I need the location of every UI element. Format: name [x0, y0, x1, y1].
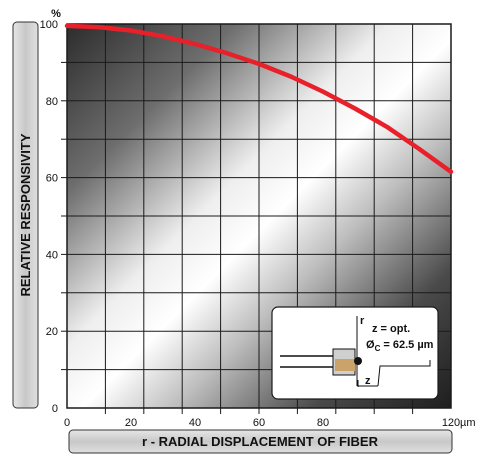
- fiber-inset: r z z = opt. ØC = 62.5 µm: [271, 306, 439, 400]
- inset-diameter-text: ØC = 62.5 µm: [366, 339, 434, 353]
- inset-diam-sub: C: [375, 344, 381, 353]
- x-axis-title: r - RADIAL DISPLACEMENT OF FIBER: [142, 434, 379, 449]
- inset-diam-value: = 62.5 µm: [380, 339, 433, 351]
- x-tick-label: 40: [189, 417, 201, 429]
- x-tick-labels: 0 20 40 60 80 120: [64, 417, 460, 429]
- inset-diam-symbol: Ø: [366, 339, 375, 351]
- grid: [67, 24, 451, 408]
- y-tick-label: 60: [46, 173, 58, 185]
- y-tick-label: 100: [40, 19, 58, 31]
- inset-detector-dot: [354, 357, 362, 365]
- inset-detector-lead: [377, 360, 431, 387]
- y-tick-labels: 0 20 40 60 80 100: [40, 19, 58, 415]
- y-axis-unit: %: [51, 8, 61, 20]
- inset-z-text: z = opt.: [372, 323, 410, 335]
- ylabel-box: [12, 21, 39, 409]
- inset-fiber-core: [335, 359, 355, 371]
- xlabel-box: [68, 429, 453, 454]
- y-tick-label: 0: [52, 403, 58, 415]
- y-tick-label: 20: [46, 326, 58, 338]
- axis-ticks: [61, 61, 414, 414]
- series-line: [64, 23, 454, 175]
- y-axis-title: RELATIVE RESPONSIVITY: [18, 133, 33, 296]
- x-tick-label: 60: [253, 417, 265, 429]
- x-tick-label: 20: [125, 417, 137, 429]
- plot-frame: [66, 23, 452, 409]
- inset-r-label: r: [360, 315, 365, 327]
- x-tick-label: 120: [442, 417, 460, 429]
- x-axis-unit: µm: [460, 417, 476, 429]
- y-tick-label: 40: [46, 249, 58, 261]
- x-tick-label: 80: [317, 417, 329, 429]
- inset-z-label: z: [365, 375, 371, 387]
- x-tick-label: 0: [64, 417, 70, 429]
- y-tick-label: 80: [46, 96, 58, 108]
